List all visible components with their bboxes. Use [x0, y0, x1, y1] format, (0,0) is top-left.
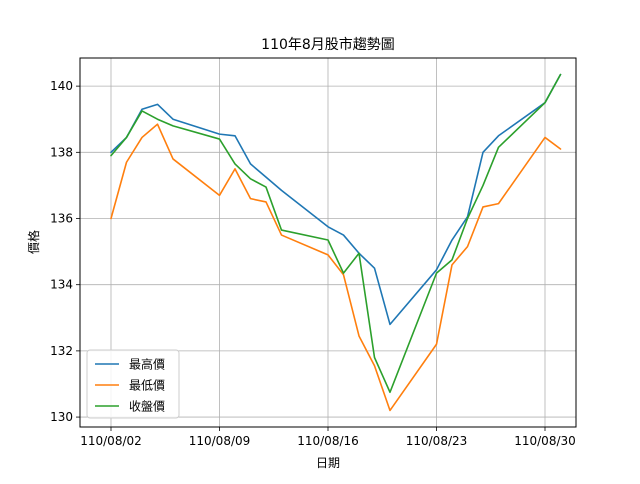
x-tick-label: 110/08/30 [514, 434, 576, 448]
x-tick-label: 110/08/16 [297, 434, 359, 448]
series-lines [110, 73, 562, 412]
x-axis-label: 日期 [316, 456, 340, 470]
y-tick-label: 136 [50, 212, 73, 226]
series-line-3 [110, 73, 562, 394]
x-axis-ticks: 110/08/02 110/08/09 110/08/16 110/08/23 110/… [80, 427, 576, 448]
y-tick-label: 138 [50, 145, 73, 159]
x-tick-label: 110/08/09 [189, 434, 251, 448]
y-tick-label: 130 [50, 410, 73, 424]
x-tick-label: 110/08/23 [406, 434, 468, 448]
series-line-2 [110, 123, 562, 412]
series-line-1 [110, 73, 562, 326]
legend-label-3: 收盤價 [129, 400, 165, 414]
legend-box [86, 349, 180, 419]
y-axis-label: 價格 [26, 230, 41, 254]
y-tick-label: 132 [50, 344, 73, 358]
x-tick-label: 110/08/02 [80, 434, 142, 448]
chart-title: 110年8月股市趨勢圖 [261, 36, 395, 53]
legend-label-1: 最高價 [129, 357, 165, 372]
legend-label-2: 最低價 [129, 379, 165, 393]
grid-lines [80, 58, 576, 427]
y-tick-label: 140 [50, 79, 73, 93]
y-axis-ticks: 130 132 134 136 138 140 [50, 79, 80, 424]
y-tick-label: 134 [50, 278, 73, 292]
